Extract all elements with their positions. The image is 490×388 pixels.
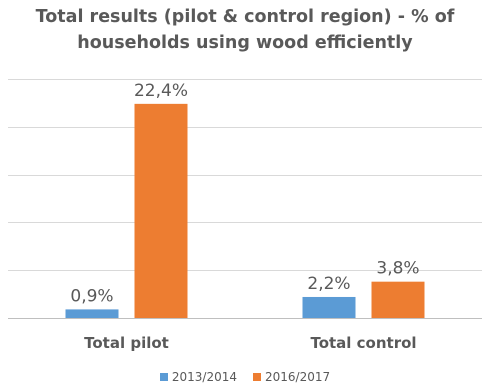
- bar-2-2: [371, 281, 425, 318]
- data-label: 3,8%: [376, 259, 419, 279]
- legend-swatch-series-1: [159, 373, 168, 381]
- category-label: Total control: [310, 334, 416, 352]
- bar-1-2: [302, 296, 356, 318]
- data-label: 2,2%: [307, 274, 350, 294]
- legend-label-series-1: 2013/2014: [171, 370, 237, 384]
- legend-label-series-2: 2016/2017: [265, 370, 331, 384]
- legend-item-series-2: 2016/2017: [253, 370, 330, 384]
- data-label: 22,4%: [134, 81, 188, 101]
- category-label: Total pilot: [84, 334, 169, 352]
- chart-title-line-1: Total results (pilot & control region) -…: [35, 7, 455, 27]
- bar-2-1: [134, 103, 188, 318]
- data-label: 0,9%: [70, 286, 113, 306]
- chart-title: Total results (pilot & control region) -…: [0, 4, 490, 56]
- legend-swatch-series-2: [253, 373, 261, 381]
- bar-1-1: [65, 309, 119, 318]
- legend-item-series-1: 2013/2014: [159, 370, 237, 384]
- chart-title-line-2: households using wood efficiently: [77, 33, 413, 53]
- chart-legend: 2013/2014 2016/2017: [0, 370, 490, 384]
